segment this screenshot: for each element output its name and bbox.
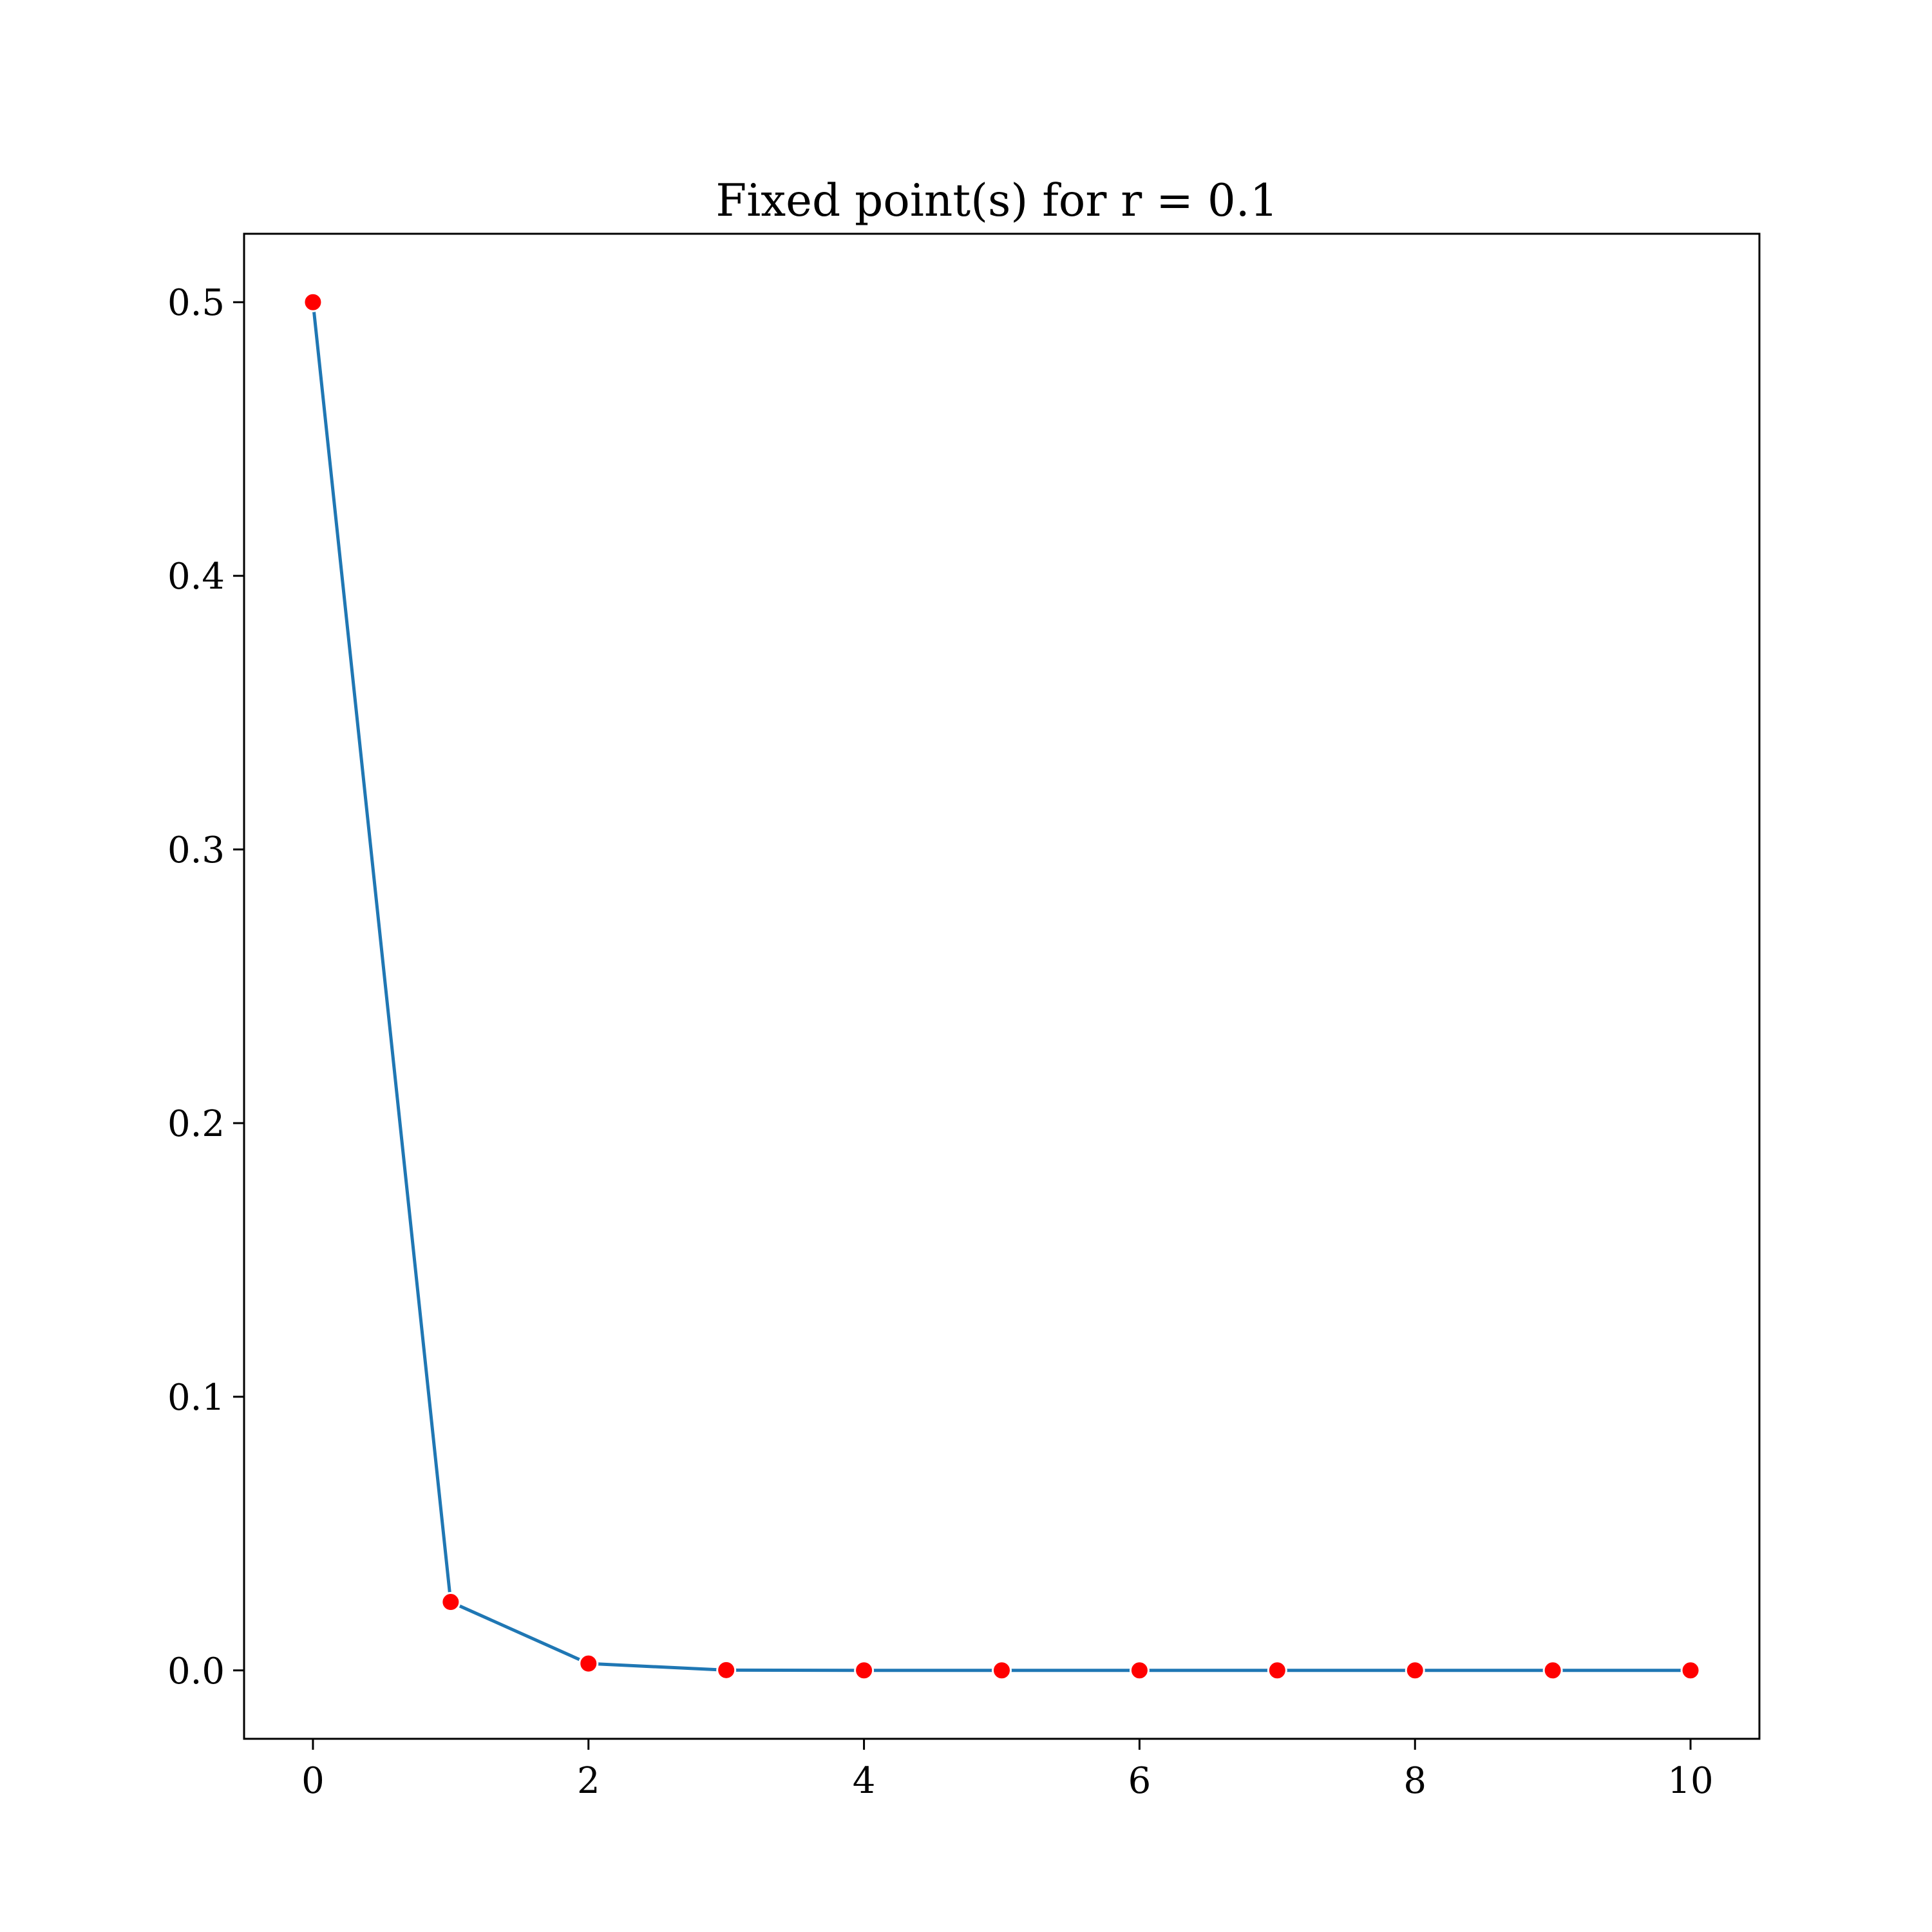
- y-tick-label: 0.1: [167, 1377, 225, 1419]
- x-tick-label: 10: [1667, 1760, 1713, 1802]
- x-tick-label: 4: [853, 1760, 876, 1802]
- data-point: [578, 1653, 599, 1674]
- data-point: [1405, 1660, 1425, 1681]
- data-point: [1129, 1660, 1150, 1681]
- x-axis: 0 2 4 6 8 10: [301, 1739, 1714, 1802]
- y-tick-label: 0.4: [167, 556, 225, 598]
- x-tick-label: 6: [1128, 1760, 1151, 1802]
- x-tick-label: 2: [577, 1760, 600, 1802]
- chart-title: Fixed point(s) for r = 0.1: [715, 175, 1278, 227]
- plot-frame: [243, 232, 1761, 1740]
- y-tick-label: 0.0: [167, 1651, 225, 1692]
- data-point: [716, 1660, 737, 1680]
- data-point: [854, 1660, 875, 1681]
- y-axis: 0.0 0.1 0.2 0.3 0.4 0.5: [167, 282, 244, 1692]
- data-point: [1680, 1660, 1701, 1681]
- data-point: [1542, 1660, 1563, 1681]
- y-tick-label: 0.2: [167, 1103, 225, 1145]
- y-tick-label: 0.5: [167, 282, 225, 324]
- data-point: [1267, 1660, 1287, 1681]
- x-tick-label: 8: [1403, 1760, 1426, 1802]
- data-point: [992, 1660, 1012, 1681]
- x-tick-label: 0: [301, 1760, 325, 1802]
- y-tick-label: 0.3: [167, 829, 225, 871]
- data-point: [440, 1592, 461, 1613]
- data-point: [303, 292, 323, 312]
- plot-series: [303, 292, 1701, 1681]
